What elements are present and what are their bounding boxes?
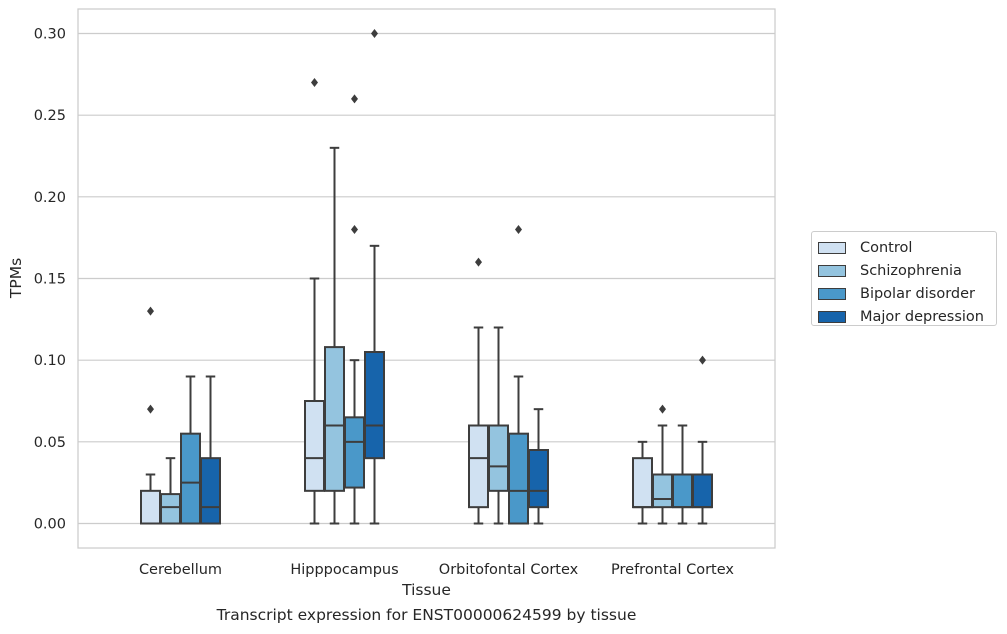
box-series <box>140 29 713 525</box>
y-axis-label: TPMs <box>7 258 25 299</box>
box-major-depression-orbitofontal-cortex <box>528 408 549 525</box>
chart-caption: Transcript expression for ENST0000062459… <box>216 606 637 624</box>
y-tick-label-4: 0.20 <box>34 190 66 206</box>
box-control-cerebellum-outlier-1 <box>147 306 154 316</box>
box-bipolar-disorder-prefrontal-cortex-iqr <box>672 473 693 509</box>
legend-item-schizophrenia: Schizophrenia <box>818 259 996 282</box>
box-major-depression-hipppocampus-outlier-0 <box>371 29 378 38</box>
plot-frame <box>77 8 776 549</box>
box-bipolar-disorder-hipppocampus-outlier-0 <box>351 225 358 234</box>
box-control-hipppocampus-iqr <box>304 400 325 492</box>
box-control-orbitofontal-cortex <box>468 257 489 525</box>
y-tick-label-3: 0.15 <box>34 272 66 288</box>
x-tick-label-prefrontal-cortex: Prefrontal Cortex <box>611 562 734 578</box>
box-major-depression-hipppocampus-iqr <box>364 351 385 460</box>
box-bipolar-disorder-orbitofontal-cortex-outlier-0 <box>515 225 522 234</box>
box-control-cerebellum <box>140 306 161 525</box>
legend-swatch-bipolar-disorder <box>818 287 846 300</box>
box-bipolar-disorder-cerebellum-iqr <box>180 432 201 525</box>
legend-label-bipolar-disorder: Bipolar disorder <box>860 285 975 302</box>
box-schizophrenia-prefrontal-cortex <box>652 404 673 525</box>
x-tick-label-orbitofontal-cortex: Orbitofontal Cortex <box>439 562 579 578</box>
x-tick-labels: Cerebellum Hipppocampus Orbitofontal Corte… <box>139 562 734 578</box>
legend-swatch-control <box>818 241 846 254</box>
box-schizophrenia-orbitofontal-cortex-iqr <box>488 424 509 492</box>
x-tick-label-hipppocampus: Hipppocampus <box>290 562 398 578</box>
box-schizophrenia-cerebellum <box>160 457 181 525</box>
box-major-depression-hipppocampus <box>364 29 385 525</box>
box-major-depression-prefrontal-cortex-iqr <box>692 473 713 509</box>
box-control-prefrontal-cortex <box>632 440 653 525</box>
box-schizophrenia-prefrontal-cortex-iqr <box>652 473 673 509</box>
x-tick-label-cerebellum: Cerebellum <box>139 562 222 578</box>
box-control-hipppocampus-outlier-0 <box>311 78 318 87</box>
y-tick-labels: 0.00 0.05 0.10 0.15 0.20 0.25 0.30 <box>34 27 66 533</box>
box-bipolar-disorder-orbitofontal-cortex-iqr <box>508 432 529 525</box>
box-bipolar-disorder-hipppocampus-outlier-1 <box>351 94 358 104</box>
y-tick-label-2: 0.10 <box>34 353 66 369</box>
y-tick-label-0: 0.00 <box>34 517 66 533</box>
legend-item-bipolar-disorder: Bipolar disorder <box>818 282 996 305</box>
box-major-depression-prefrontal-cortex-outlier-0 <box>699 355 706 365</box>
box-bipolar-disorder-cerebellum <box>180 375 201 525</box>
box-major-depression-cerebellum-iqr <box>200 457 221 525</box>
y-tick-label-6: 0.30 <box>34 27 66 43</box>
box-bipolar-disorder-prefrontal-cortex <box>672 424 693 525</box>
y-tick-label-1: 0.05 <box>34 435 66 451</box>
box-schizophrenia-orbitofontal-cortex <box>488 326 509 525</box>
legend-label-schizophrenia: Schizophrenia <box>860 262 962 279</box>
box-control-orbitofontal-cortex-outlier-0 <box>475 257 482 267</box>
box-schizophrenia-cerebellum-iqr <box>160 493 181 525</box>
x-axis-label: Tissue <box>401 581 451 599</box>
box-major-depression-orbitofontal-cortex-iqr <box>528 449 549 509</box>
legend-swatch-schizophrenia <box>818 264 846 277</box>
box-schizophrenia-hipppocampus <box>324 146 345 525</box>
legend-label-major-depression: Major depression <box>860 308 984 325</box>
y-tick-label-5: 0.25 <box>34 108 66 124</box>
legend-swatch-major-depression <box>818 310 846 323</box>
box-control-cerebellum-outlier-0 <box>147 404 154 414</box>
box-control-hipppocampus <box>304 78 325 525</box>
legend: Control Schizophrenia Bipolar disorder M… <box>811 231 997 326</box>
box-major-depression-cerebellum <box>200 375 221 525</box>
box-control-prefrontal-cortex-iqr <box>632 457 653 509</box>
box-bipolar-disorder-hipppocampus-iqr <box>344 416 365 489</box>
box-control-cerebellum-iqr <box>140 489 161 525</box>
legend-label-control: Control <box>860 239 913 256</box>
legend-item-major-depression: Major depression <box>818 305 996 328</box>
box-control-orbitofontal-cortex-iqr <box>468 424 489 509</box>
box-schizophrenia-prefrontal-cortex-outlier-0 <box>659 404 666 414</box>
box-bipolar-disorder-hipppocampus <box>344 94 365 525</box>
box-major-depression-prefrontal-cortex <box>692 355 713 525</box>
box-schizophrenia-hipppocampus-iqr <box>324 346 345 492</box>
legend-item-control: Control <box>818 236 996 259</box>
box-bipolar-disorder-orbitofontal-cortex <box>508 225 529 525</box>
